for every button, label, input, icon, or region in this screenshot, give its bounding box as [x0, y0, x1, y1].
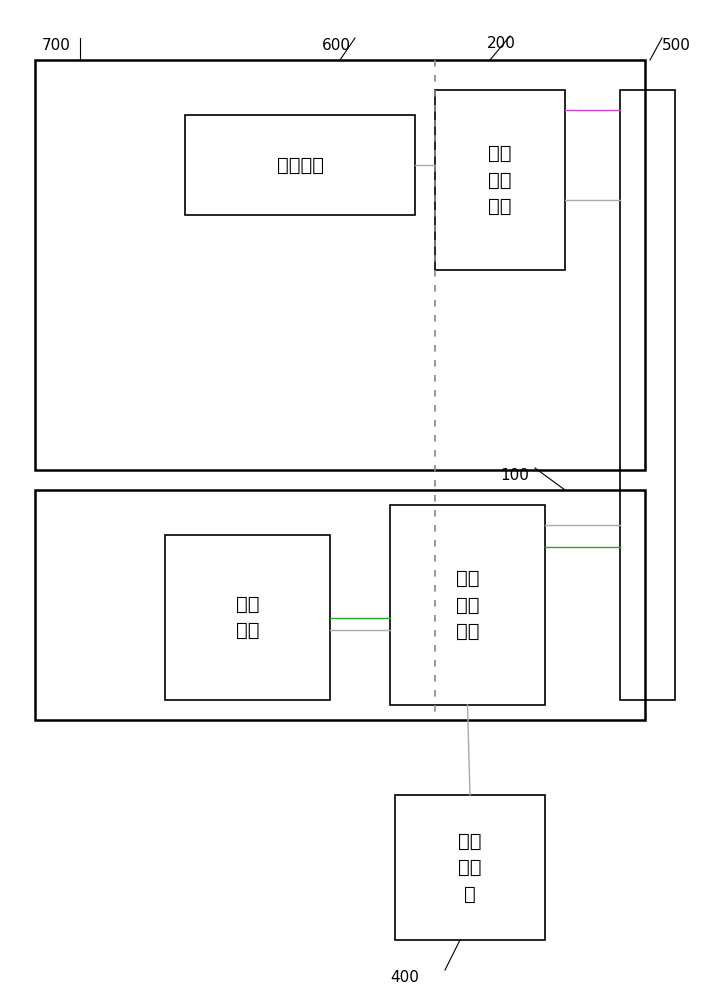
Bar	[390, 505, 545, 705]
Text: 100: 100	[500, 468, 529, 483]
Text: 终端
电力
网桥: 终端 电力 网桥	[488, 144, 512, 216]
Text: 500: 500	[662, 38, 691, 53]
Text: 400: 400	[390, 970, 419, 985]
Bar	[435, 90, 565, 270]
Text: 终端网络: 终端网络	[276, 155, 323, 174]
Text: 网络
接入
端: 网络 接入 端	[459, 832, 482, 904]
Bar	[395, 795, 545, 940]
Text: 700: 700	[42, 38, 71, 53]
Text: 200: 200	[487, 36, 516, 51]
Bar	[35, 60, 645, 470]
Bar	[35, 490, 645, 720]
Text: 电梯
机柜: 电梯 机柜	[236, 595, 259, 640]
Bar	[185, 115, 415, 215]
Text: 600: 600	[322, 38, 351, 53]
Bar	[620, 90, 675, 700]
Bar	[165, 535, 330, 700]
Text: 局端
电力
网桥: 局端 电力 网桥	[456, 569, 479, 641]
